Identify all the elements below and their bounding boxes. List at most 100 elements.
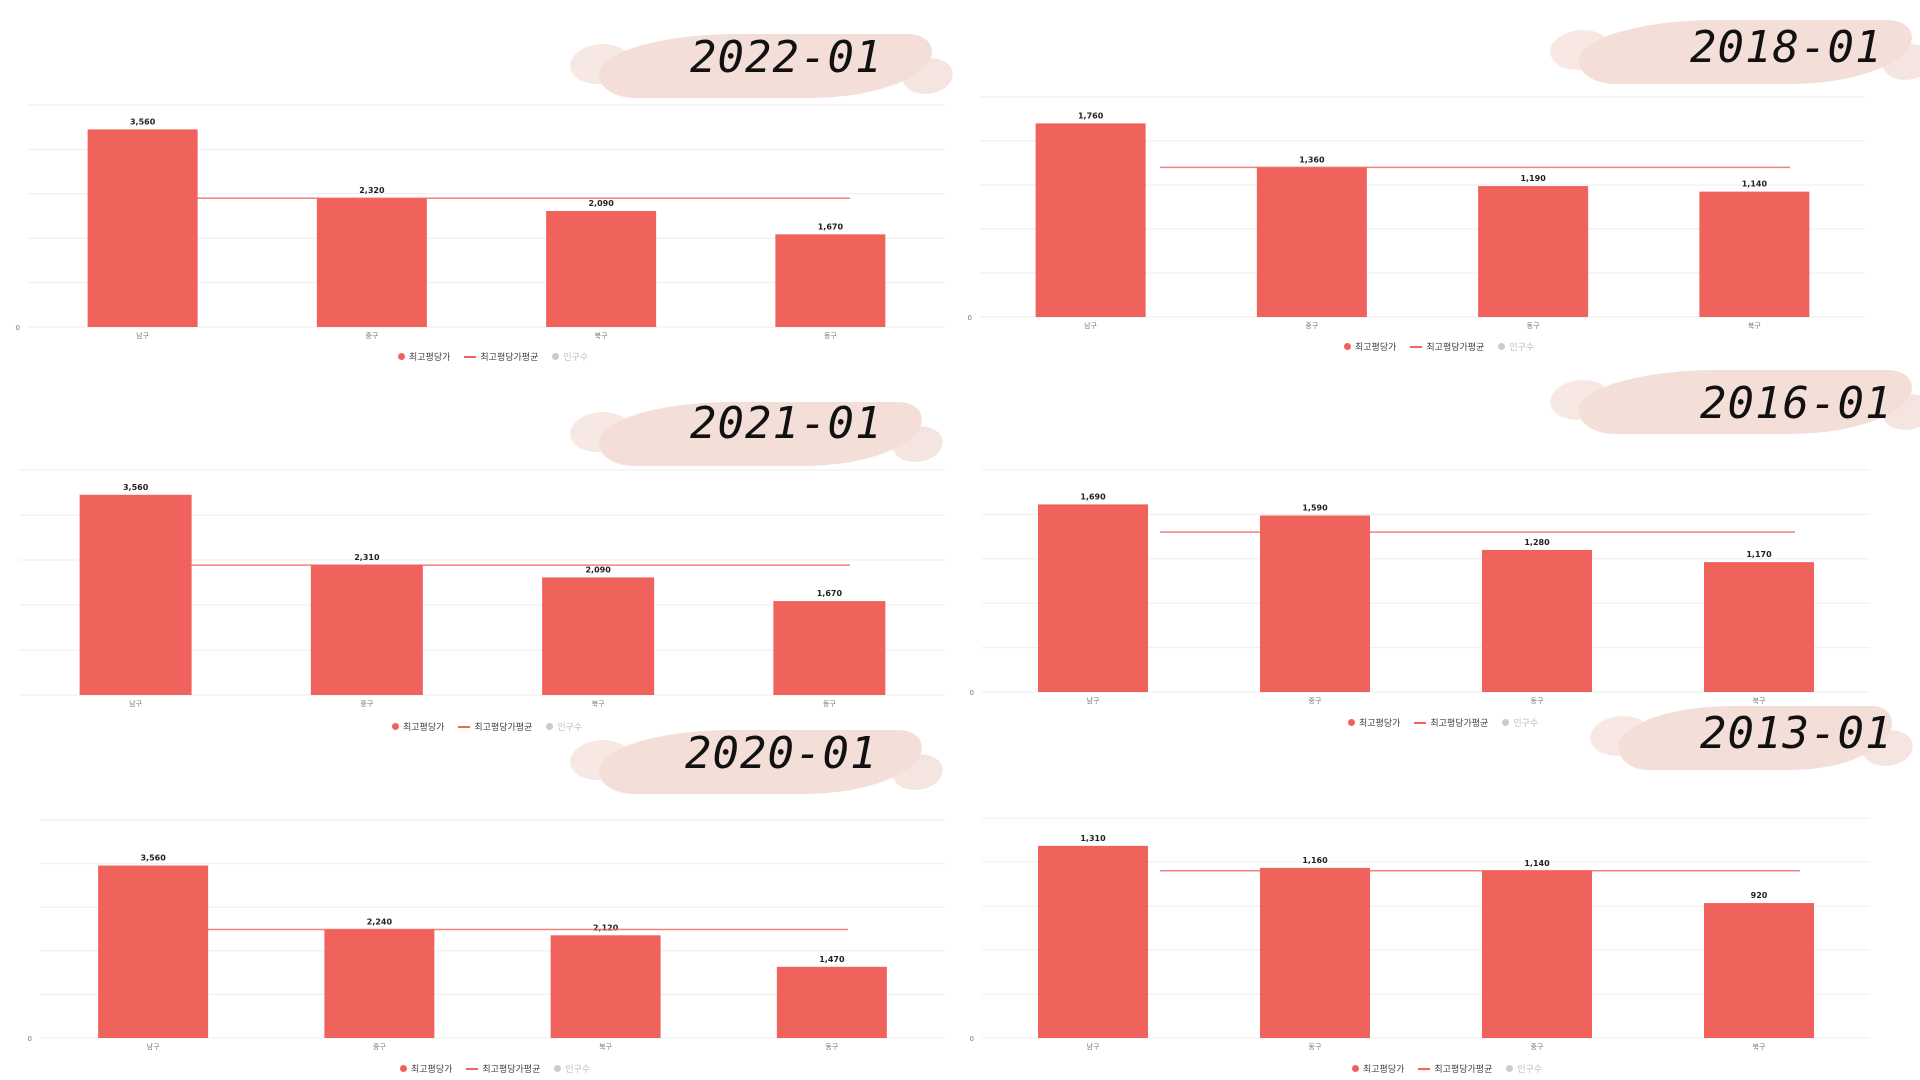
bar-중구	[1482, 870, 1592, 1038]
legend-max-price: 최고평당가	[400, 1062, 452, 1075]
bar-중구	[1256, 167, 1367, 317]
data-label: 1,690	[1080, 492, 1106, 501]
bar-동구	[776, 966, 887, 1038]
legend-max-price: 최고평당가	[392, 720, 444, 733]
x-tick-label: 중구	[360, 700, 373, 708]
bar-chart: 3,560 남구 2,310 중구 2,090 북구 1,670 동구	[20, 469, 945, 708]
data-label: 1,140	[1524, 859, 1550, 868]
chart-legend: 최고평당가 최고평당가평균 인구수	[392, 720, 582, 733]
x-tick-label: 중구	[1531, 1043, 1544, 1051]
dot-icon	[1344, 343, 1351, 350]
bar-중구	[324, 929, 435, 1038]
dot-icon	[1348, 719, 1355, 726]
legend-population: 인구수	[1498, 340, 1534, 353]
chart-title: 2013-01	[1700, 708, 1893, 759]
dash-icon	[1414, 721, 1427, 724]
legend-population: 인구수	[1502, 716, 1538, 729]
chart-title: 2016-01	[1700, 378, 1893, 429]
dash-icon	[464, 355, 477, 358]
bar-동구	[1260, 867, 1370, 1038]
data-label: 1,280	[1524, 538, 1550, 547]
dash-icon	[466, 1067, 479, 1070]
data-label: 1,590	[1302, 504, 1328, 513]
chart-title: 2022-01	[690, 32, 883, 83]
dot-icon	[1506, 1065, 1514, 1072]
y-tick-label: 0	[970, 1035, 974, 1043]
x-tick-label: 남구	[136, 331, 149, 340]
chart-legend: 최고평당가 최고평당가평균 인구수	[400, 1062, 590, 1075]
dot-icon	[554, 1065, 562, 1072]
data-label: 920	[1751, 891, 1768, 900]
data-label: 3,560	[123, 483, 149, 492]
dash-icon	[1410, 345, 1423, 348]
data-label: 2,090	[585, 565, 611, 574]
bar-남구	[87, 129, 198, 327]
bar-chart: 0 3,560 남구 2,240 중구 2,120 북구 1,470 동구	[28, 819, 945, 1051]
bar-북구	[542, 577, 655, 695]
bar-동구	[775, 234, 886, 327]
x-tick-label: 남구	[1087, 696, 1100, 705]
chart-title: 2020-01	[685, 728, 878, 779]
data-label: 1,190	[1520, 174, 1546, 183]
dash-icon	[458, 725, 471, 728]
data-label: 3,560	[130, 117, 156, 126]
legend-avg-price: 최고평당가평균	[466, 1062, 540, 1075]
dot-icon	[392, 723, 399, 730]
legend-avg-price: 최고평당가평균	[464, 350, 538, 363]
chart-panel-2020: 2020-01 0 3,560 남구 2,240 중구 2,120 북구 1,470 동구 최고…	[0, 728, 960, 1080]
y-tick-label: 0	[28, 1035, 32, 1043]
data-label: 1,170	[1746, 550, 1772, 559]
x-tick-label: 동구	[824, 332, 837, 340]
chart-legend: 최고평당가 최고평당가평균 인구수	[398, 350, 588, 363]
dot-icon	[398, 353, 405, 360]
x-tick-label: 남구	[1087, 1042, 1100, 1051]
bar-남구	[1038, 504, 1148, 692]
legend-max-price: 최고평당가	[1344, 340, 1396, 353]
x-tick-label: 북구	[1753, 1043, 1766, 1051]
bar-chart: 0 1,760 남구 1,360 중구 1,190 동구 1,140 북구	[968, 96, 1865, 330]
chart-panel-2021: 2021-01 3,560 남구 2,310 중구 2,090 북구 1,670 동구 최고평…	[0, 370, 960, 733]
data-label: 1,470	[819, 955, 845, 964]
dot-icon	[1502, 719, 1510, 726]
bar-중구	[310, 565, 423, 695]
bar-북구	[1699, 191, 1810, 317]
chart-panel-2013: 2013-01 0 1,310 남구 1,160 동구 1,140 중구 920 북구 최고평당…	[960, 706, 1920, 1080]
x-tick-label: 북구	[599, 1043, 612, 1051]
x-tick-label: 북구	[592, 700, 605, 708]
x-tick-label: 북구	[595, 332, 608, 340]
x-tick-label: 동구	[1527, 322, 1540, 330]
x-tick-label: 북구	[1753, 697, 1766, 705]
data-label: 1,760	[1078, 111, 1104, 120]
legend-population: 인구수	[546, 720, 582, 733]
legend-avg-price: 최고평당가평균	[1410, 340, 1484, 353]
x-tick-label: 중구	[1309, 697, 1322, 705]
legend-max-price: 최고평당가	[1352, 1062, 1404, 1075]
bar-북구	[1704, 562, 1814, 692]
x-tick-label: 중구	[365, 332, 378, 340]
x-tick-label: 중구	[373, 1043, 386, 1051]
bar-chart: 0 1,310 남구 1,160 동구 1,140 중구 920 북구	[970, 817, 1870, 1051]
data-label: 1,160	[1302, 856, 1328, 865]
bar-동구	[1482, 549, 1592, 692]
legend-max-price: 최고평당가	[1348, 716, 1400, 729]
data-label: 1,670	[818, 222, 844, 231]
data-label: 2,120	[593, 923, 619, 932]
data-label: 3,560	[140, 854, 166, 863]
x-tick-label: 중구	[1305, 322, 1318, 330]
data-label: 1,310	[1080, 834, 1106, 843]
legend-population: 인구수	[554, 1062, 590, 1075]
x-tick-label: 동구	[1531, 697, 1544, 705]
data-label: 1,670	[817, 589, 843, 598]
chart-legend: 최고평당가 최고평당가평균 인구수	[1352, 1062, 1542, 1075]
chart-panel-2022: 2022-01 0 3,560 남구 2,320 중구 2,090 북구 1,670 동구 최고…	[0, 0, 960, 370]
y-tick-label: 0	[968, 314, 972, 322]
dot-icon	[546, 723, 554, 730]
data-label: 2,320	[359, 186, 385, 195]
bar-chart: 0 1,690 남구 1,590 중구 1,280 동구 1,170 북구	[970, 469, 1870, 705]
bar-남구	[79, 494, 192, 695]
legend-max-price: 최고평당가	[398, 350, 450, 363]
dot-icon	[1352, 1065, 1359, 1072]
bar-북구	[1704, 903, 1814, 1038]
chart-panel-2018: 2018-01 0 1,760 남구 1,360 중구 1,190 동구 1,140 북구 최고…	[960, 0, 1920, 370]
x-tick-label: 북구	[1748, 322, 1761, 330]
